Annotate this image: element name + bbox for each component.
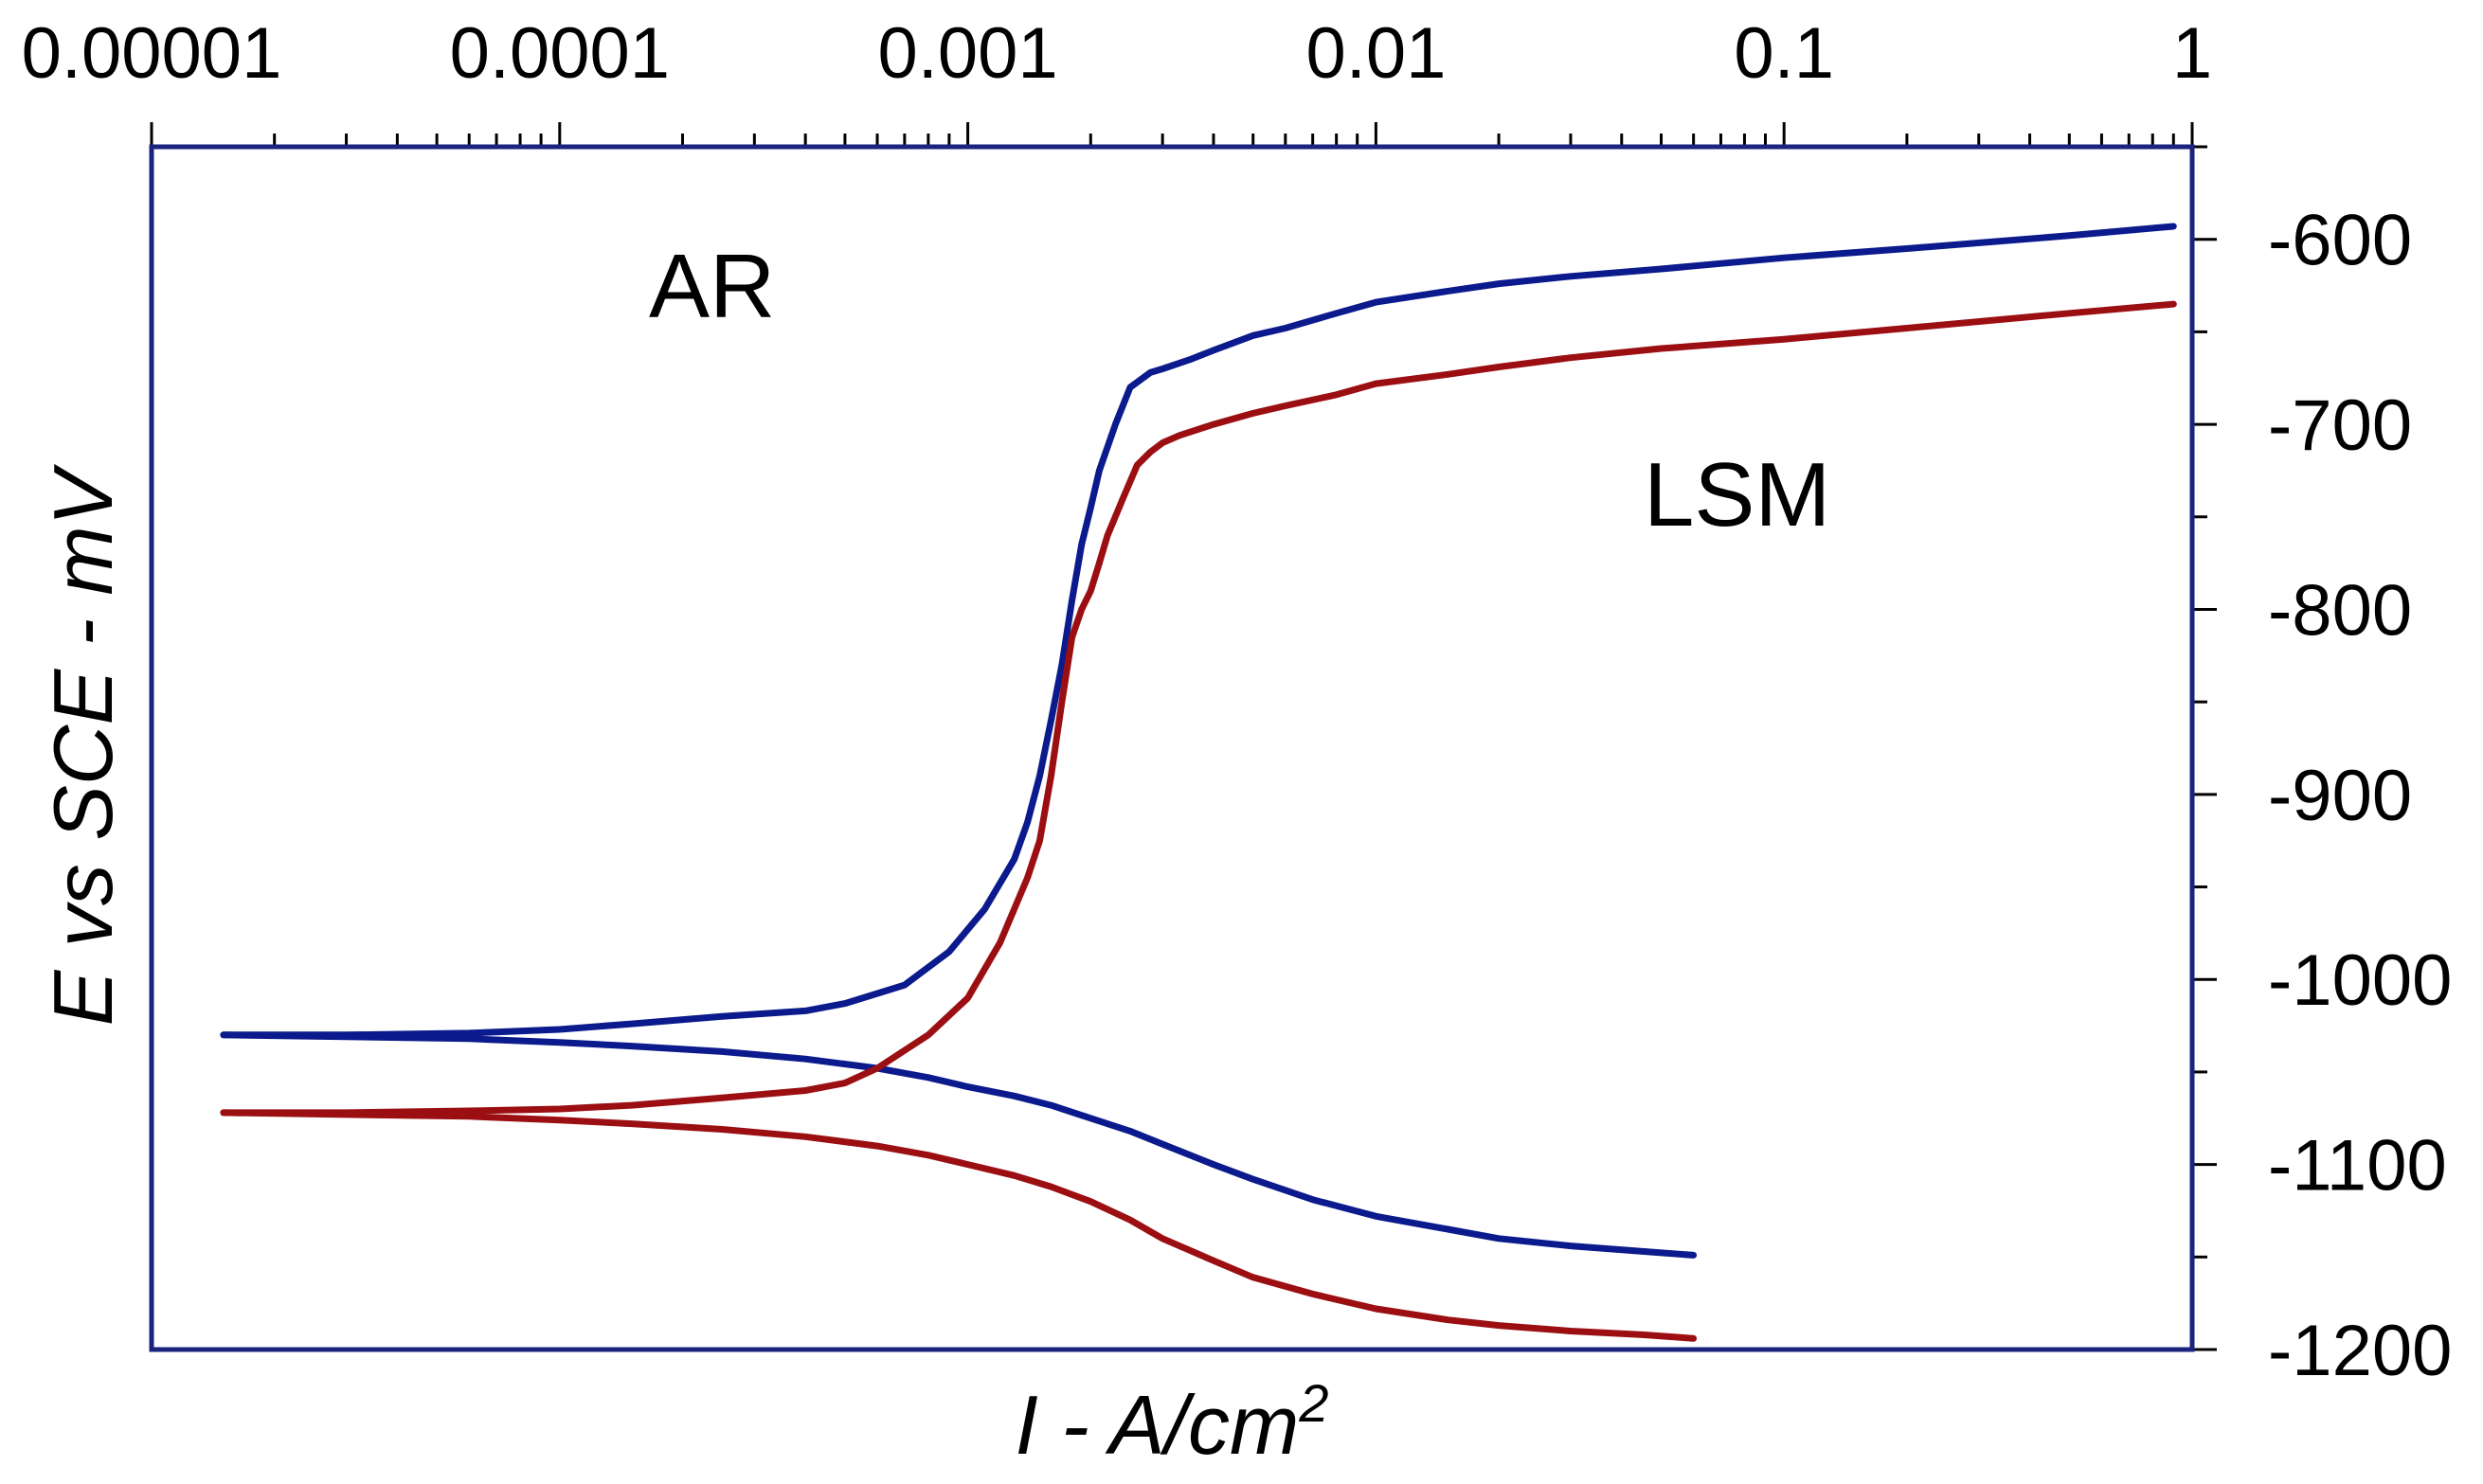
x-tick-label: 1: [2172, 13, 2212, 94]
x-tick-label: 0.00001: [22, 13, 282, 94]
x-tick-label: 0.001: [878, 13, 1058, 94]
x-tick-labels: 0.00001 0.0001 0.001 0.01 0.1 1: [22, 13, 2213, 94]
tick-marks: [150, 122, 2217, 1351]
x-tick-label: 0.0001: [450, 13, 670, 94]
annotation-ar: AR: [649, 236, 775, 337]
x-axis-title: I - A/cm2: [1016, 1373, 1329, 1472]
x-axis-title-text: I - A/cm: [1016, 1378, 1300, 1472]
y-tick-label: -1200: [2268, 1311, 2452, 1391]
y-tick-labels: -600 -700 -800 -900 -1000 -1100 -1200: [2268, 201, 2452, 1391]
y-tick-label: -1000: [2268, 940, 2452, 1021]
series-ar-cathodic: [220, 1031, 1698, 1259]
series-ar-anodic: [220, 223, 2177, 1039]
y-axis-title: E vs SCE - mV: [36, 463, 130, 1026]
x-tick-label: 0.1: [1734, 13, 1834, 94]
y-tick-label: -1100: [2268, 1126, 2447, 1207]
annotation-lsm: LSM: [1644, 444, 1830, 545]
series-lsm-cathodic: [220, 1109, 1698, 1342]
y-tick-label: -900: [2268, 756, 2412, 836]
series-lsm-anodic: [220, 300, 2177, 1117]
series-layer: [220, 223, 2177, 1342]
y-tick-label: -600: [2268, 201, 2412, 281]
x-axis-title-superscript: 2: [1298, 1373, 1328, 1433]
y-tick-label: -800: [2268, 570, 2412, 651]
plot-frame: [149, 144, 2195, 1352]
x-tick-label: 0.01: [1305, 13, 1446, 94]
y-tick-label: -700: [2268, 385, 2412, 466]
